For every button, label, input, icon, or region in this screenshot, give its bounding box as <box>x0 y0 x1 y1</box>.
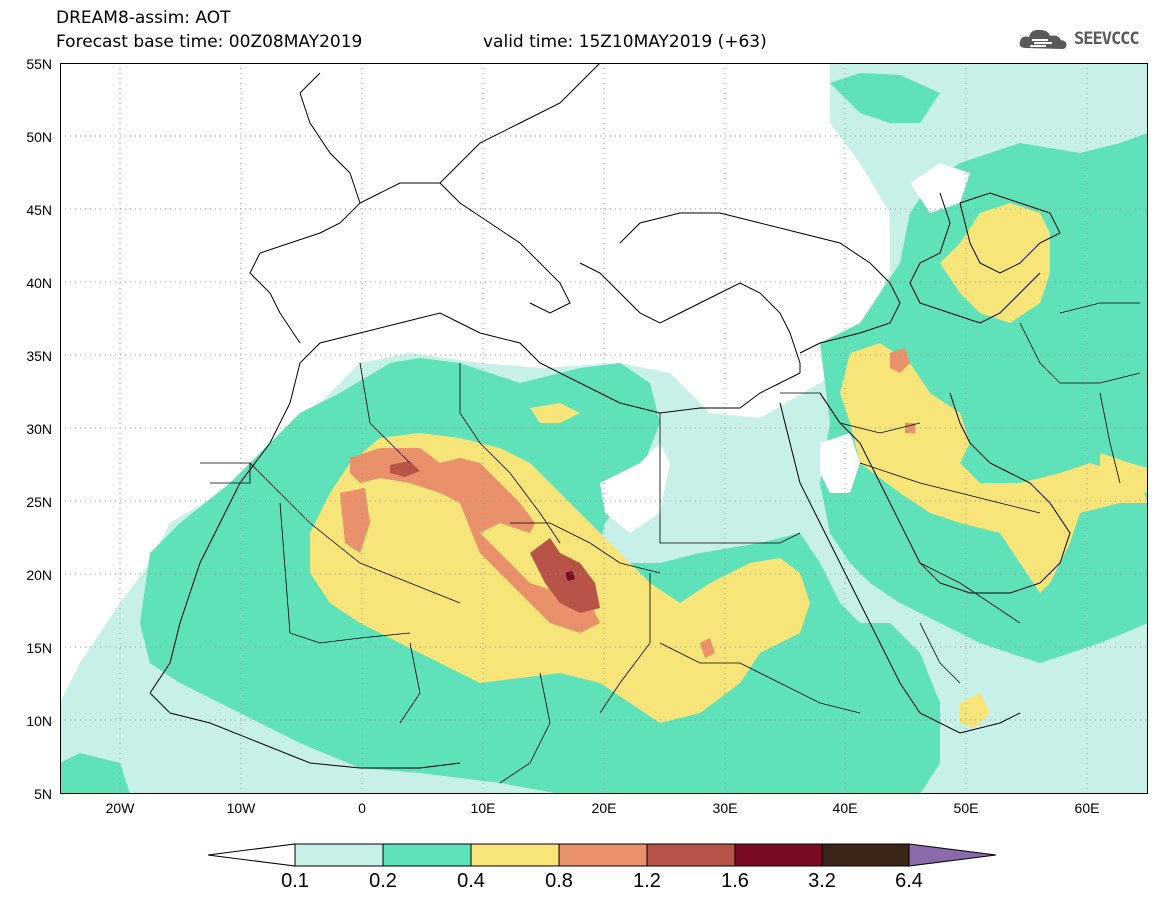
seevccc-logo: SEEVCCC <box>1018 26 1140 52</box>
lat-label: 20N <box>26 567 52 583</box>
colorbar-bin-0.4 <box>470 843 560 867</box>
colorbar-label: 0.2 <box>369 870 397 892</box>
aot-contour-1.2 <box>390 461 600 613</box>
colorbar-low-arrow <box>207 843 296 867</box>
lat-label: 30N <box>26 421 52 437</box>
aot-low-areas <box>600 163 970 533</box>
colorbar-label: 6.4 <box>895 870 923 892</box>
map-frame <box>60 63 1148 794</box>
colorbar-bin-0.8 <box>558 843 648 867</box>
colorbar-bin-3.2 <box>821 843 910 867</box>
colorbar-bin-0.2 <box>382 843 472 867</box>
valid-time: valid time: 15Z10MAY2019 (+63) <box>483 32 767 52</box>
colorbar-label: 1.6 <box>721 870 749 892</box>
country-borders <box>200 302 1141 784</box>
colorbar-bin-1.2 <box>646 843 736 867</box>
lon-label: 10W <box>226 800 256 816</box>
colorbar-high-arrow <box>908 843 997 867</box>
lon-label: 50E <box>953 800 979 816</box>
colorbar-bin-0.1 <box>294 843 384 867</box>
lon-label: 20W <box>105 800 135 816</box>
colorbar-label: 1.2 <box>633 870 661 892</box>
cloud-icon <box>1019 29 1067 49</box>
lon-label: 20E <box>591 800 617 816</box>
lon-label: 30E <box>712 800 738 816</box>
aot-map <box>60 63 1148 794</box>
colorbar <box>207 843 997 867</box>
chart-title: DREAM8-assim: AOT <box>56 8 231 28</box>
colorbar-label: 3.2 <box>808 870 836 892</box>
coastlines <box>149 63 1071 769</box>
colorbar-label: 0.4 <box>457 870 485 892</box>
colorbar-label: 0.8 <box>545 870 573 892</box>
lat-label: 10N <box>26 713 52 729</box>
lat-label: 40N <box>26 275 52 291</box>
colorbar-bin-1.6 <box>734 843 823 867</box>
lon-label: 40E <box>832 800 858 816</box>
lat-label: 5N <box>34 786 52 802</box>
lat-label: 35N <box>26 348 52 364</box>
lon-label: 10E <box>470 800 496 816</box>
logo-text: SEEVCCC <box>1074 29 1140 49</box>
lat-label: 55N <box>26 56 52 72</box>
colorbar-label: 0.1 <box>281 870 309 892</box>
aot-contour-1.6 <box>565 571 575 581</box>
lat-label: 15N <box>26 640 52 656</box>
lon-label: 0 <box>358 800 366 816</box>
lat-label: 45N <box>26 202 52 218</box>
forecast-base-time: Forecast base time: 00Z08MAY2019 <box>56 32 363 52</box>
lat-label: 50N <box>26 129 52 145</box>
lon-label: 60E <box>1074 800 1100 816</box>
lat-label: 25N <box>26 494 52 510</box>
